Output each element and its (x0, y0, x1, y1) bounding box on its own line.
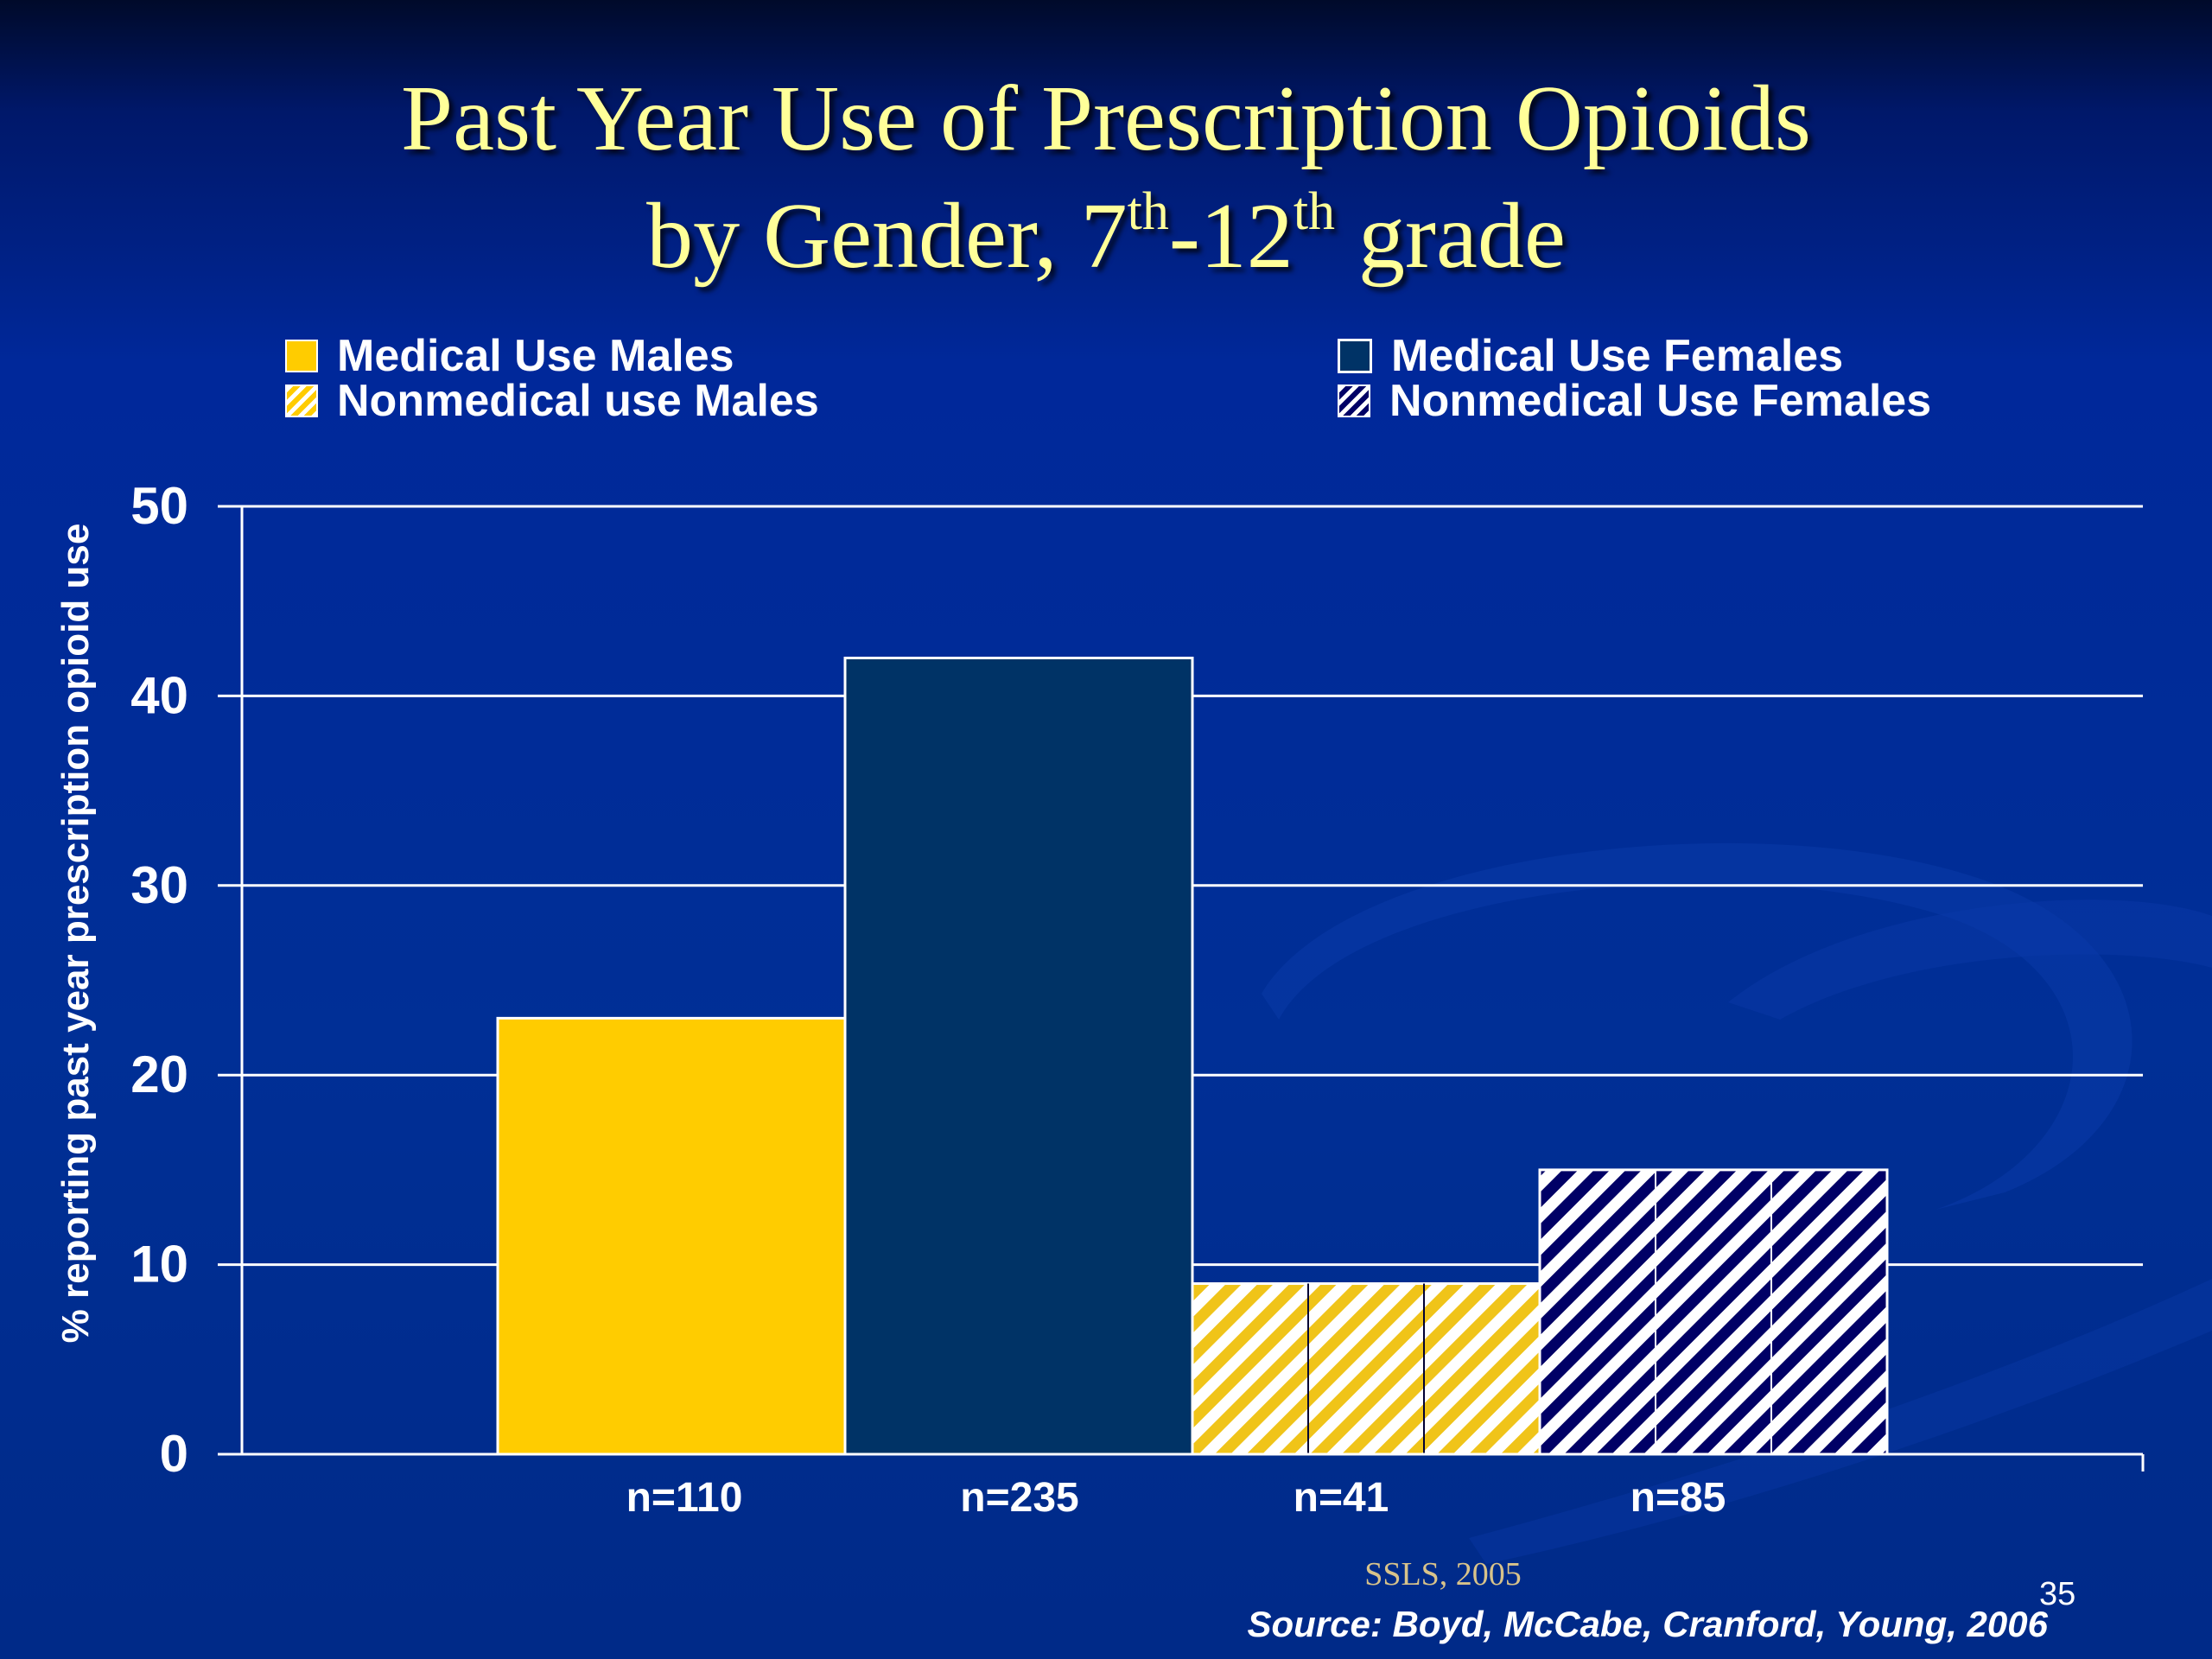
legend-item-nonmedical-females: Nonmedical Use Females (1338, 376, 1932, 426)
y-tick-label: 0 (160, 1425, 188, 1483)
x-tick-label: n=85 (1630, 1475, 1726, 1521)
slide-title: Past Year Use of Prescription Opioids by… (0, 60, 2212, 296)
title-text-a: by Gender, 7 (646, 185, 1128, 288)
bars (496, 657, 1889, 1456)
legend-label: Medical Use Males (337, 331, 734, 381)
title-line-2: by Gender, 7th-12th grade (0, 178, 2212, 296)
legend-swatch-nonmedical-males (285, 385, 318, 417)
legend-swatch-nonmedical-females (1338, 385, 1370, 417)
x-tick-label: n=41 (1294, 1475, 1389, 1521)
y-tick-label: 50 (130, 477, 188, 535)
y-tick-label: 40 (130, 666, 188, 724)
axes (218, 505, 2145, 1471)
title-text-c: grade (1335, 185, 1566, 288)
y-tick-label: 20 (130, 1046, 188, 1103)
title-superscript-1: th (1127, 182, 1169, 241)
x-tick-label: n=235 (960, 1475, 1078, 1521)
bar-n-41 (1191, 1282, 1541, 1456)
legend-item-medical-males: Medical Use Males (285, 331, 734, 381)
bar-n-110 (496, 1016, 847, 1456)
legend-label: Nonmedical use Males (337, 376, 819, 426)
legend-label: Medical Use Females (1391, 331, 1844, 381)
x-tick-label: n=110 (626, 1475, 743, 1521)
y-tick-label: 30 (130, 856, 188, 914)
y-tick-labels: 0 10 20 30 40 50 (130, 477, 188, 1483)
title-text-b: -12 (1168, 185, 1294, 288)
legend-item-medical-females: Medical Use Females (1338, 331, 1844, 381)
source-citation: Source: Boyd, McCabe, Cranford, Young, 2… (1247, 1604, 2048, 1644)
y-tick-label: 10 (130, 1236, 188, 1294)
title-superscript-2: th (1293, 182, 1336, 241)
legend-swatch-medical-females (1338, 339, 1372, 373)
page-number: 35 (2039, 1576, 2076, 1612)
ssls-note: SSLS, 2005 (1364, 1556, 1522, 1592)
x-tick-labels: n=110 n=235 n=41 n=85 (626, 1475, 1726, 1521)
bar-n-235 (843, 657, 1194, 1456)
legend-swatch-medical-males (285, 340, 318, 372)
bar-n-85 (1538, 1168, 1889, 1456)
legend-item-nonmedical-males: Nonmedical use Males (285, 376, 819, 426)
legend-label: Nonmedical Use Females (1389, 376, 1932, 426)
title-line-1: Past Year Use of Prescription Opioids (401, 67, 1811, 170)
